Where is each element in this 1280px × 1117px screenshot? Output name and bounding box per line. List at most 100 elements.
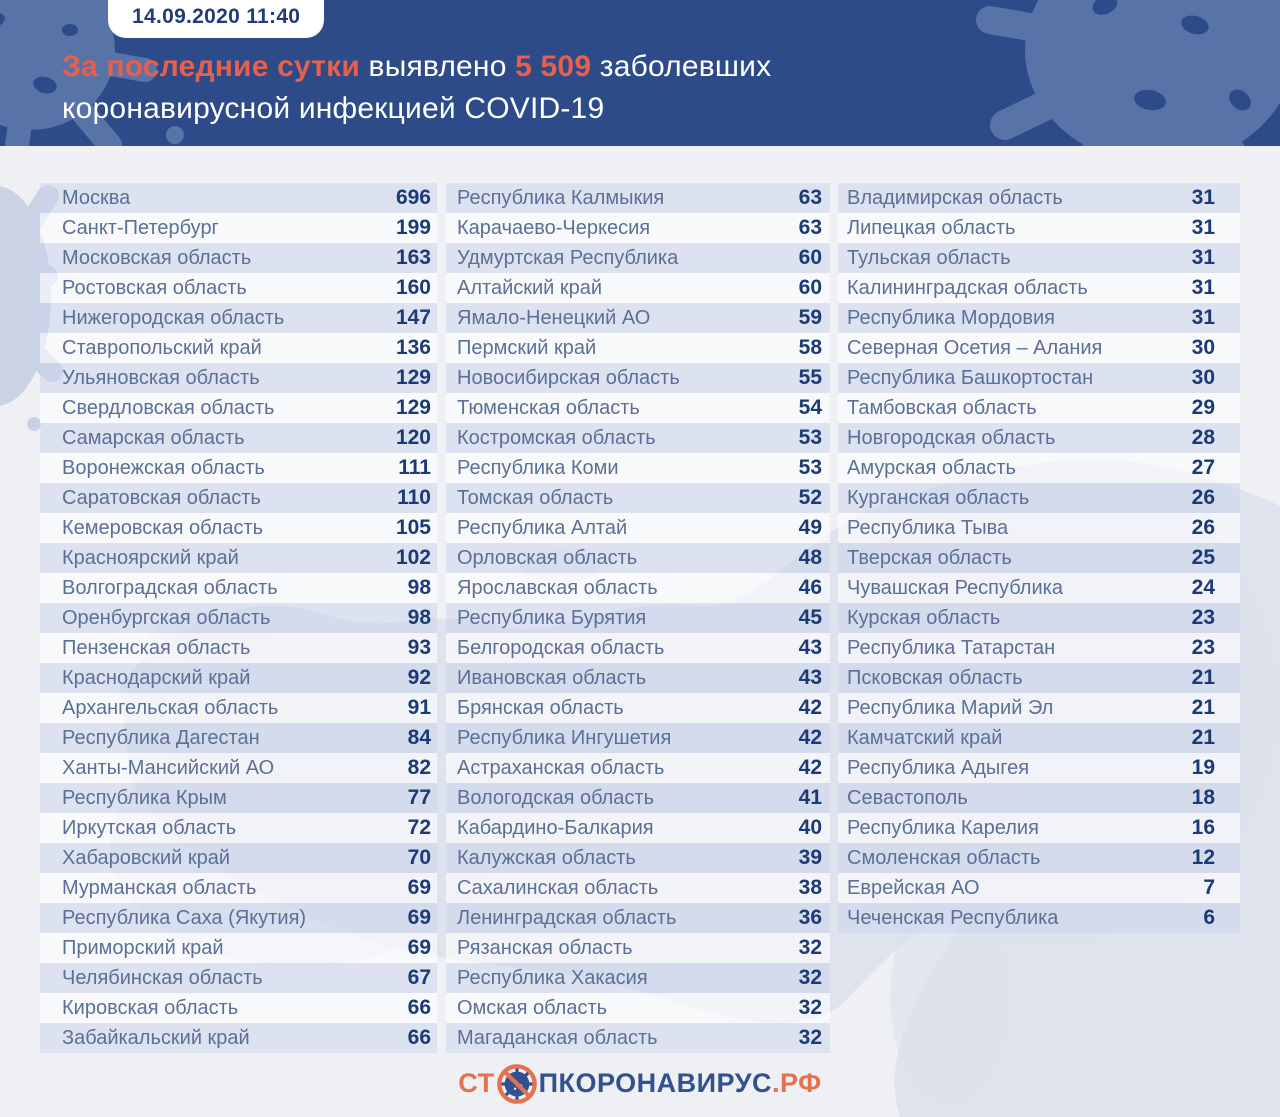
region-name: Республика Хакасия <box>457 966 648 989</box>
splat-blob-left-icon <box>0 185 63 431</box>
stopcoronavirus-logo: СТ ПКОРОНАВИ <box>458 1062 821 1104</box>
region-name: Республика Татарстан <box>847 636 1056 659</box>
table-row: Ростовская область 160 <box>40 273 437 303</box>
table-row: Хабаровский край 70 <box>40 843 437 873</box>
region-name: Москва <box>62 186 131 209</box>
region-value: 40 <box>798 816 822 839</box>
region-name: Краснодарский край <box>62 666 251 689</box>
region-name: Республика Марий Эл <box>847 696 1054 719</box>
region-value: 63 <box>798 216 822 239</box>
table-row: Калининградская область 31 <box>838 273 1240 303</box>
region-value: 32 <box>798 966 822 989</box>
logo-suffix: .РФ <box>772 1067 822 1098</box>
table-row: Челябинская область 67 <box>40 963 437 993</box>
table-row: Удмуртская Республика 60 <box>446 243 830 273</box>
table-row: Республика Дагестан 84 <box>40 723 437 753</box>
region-name: Забайкальский край <box>62 1026 250 1049</box>
table-row: Магаданская область 32 <box>446 1023 830 1053</box>
region-value: 45 <box>798 606 822 629</box>
table-row: Краснодарский край 92 <box>40 663 437 693</box>
table-row: Москва 696 <box>40 183 437 213</box>
table-row: Республика Коми 53 <box>446 453 830 483</box>
region-value: 41 <box>798 786 822 809</box>
table-row: Республика Адыгея 19 <box>838 753 1240 783</box>
region-value: 98 <box>407 576 431 599</box>
title-line-1: За последние сутки выявлено 5 509 заболе… <box>62 46 771 88</box>
region-value: 69 <box>407 936 431 959</box>
region-value: 31 <box>1191 306 1215 329</box>
region-value: 25 <box>1191 546 1215 569</box>
region-value: 147 <box>395 306 431 329</box>
region-name: Республика Мордовия <box>847 306 1055 329</box>
region-name: Омская область <box>457 996 608 1019</box>
table-row: Еврейская АО 7 <box>838 873 1240 903</box>
region-value: 29 <box>1191 396 1215 419</box>
region-name: Хабаровский край <box>62 846 231 869</box>
table-row: Приморский край 69 <box>40 933 437 963</box>
region-value: 91 <box>407 696 431 719</box>
title-text-2: заболевших <box>591 50 772 83</box>
table-row: Кировская область 66 <box>40 993 437 1023</box>
table-row: Волгоградская область 98 <box>40 573 437 603</box>
region-name: Свердловская область <box>62 396 275 419</box>
table-row: Амурская область 27 <box>838 453 1240 483</box>
table-row: Самарская область 120 <box>40 423 437 453</box>
region-name: Севастополь <box>847 786 968 809</box>
region-value: 111 <box>398 456 431 479</box>
table-row: Мурманская область 69 <box>40 873 437 903</box>
region-value: 53 <box>798 426 822 449</box>
region-value: 21 <box>1191 696 1215 719</box>
region-value: 42 <box>798 756 822 779</box>
title-text-1: выявлено <box>360 50 516 83</box>
region-name: Тамбовская область <box>847 396 1037 419</box>
table-row: Новосибирская область 55 <box>446 363 830 393</box>
table-row: Республика Марий Эл 21 <box>838 693 1240 723</box>
table-row: Курганская область 26 <box>838 483 1240 513</box>
region-name: Республика Крым <box>62 786 227 809</box>
region-value: 31 <box>1191 186 1215 209</box>
region-value: 67 <box>407 966 431 989</box>
region-value: 70 <box>407 846 431 869</box>
region-value: 30 <box>1191 336 1215 359</box>
region-name: Тюменская область <box>457 396 640 419</box>
table-row: Республика Калмыкия 63 <box>446 183 830 213</box>
table-row: Новгородская область 28 <box>838 423 1240 453</box>
table-row: Костромская область 53 <box>446 423 830 453</box>
region-value: 43 <box>798 636 822 659</box>
region-value: 58 <box>798 336 822 359</box>
table-row: Ярославская область 46 <box>446 573 830 603</box>
region-name: Кабардино-Балкария <box>457 816 654 839</box>
region-value: 84 <box>407 726 431 749</box>
table-row: Забайкальский край 66 <box>40 1023 437 1053</box>
region-name: Белгородская область <box>457 636 665 659</box>
table-row: Карачаево-Черкесия 63 <box>446 213 830 243</box>
region-name: Республика Коми <box>457 456 619 479</box>
table-row: Ивановская область 43 <box>446 663 830 693</box>
region-value: 93 <box>407 636 431 659</box>
table-row: Республика Бурятия 45 <box>446 603 830 633</box>
region-value: 31 <box>1191 246 1215 269</box>
region-name: Калининградская область <box>847 276 1088 299</box>
region-name: Московская область <box>62 246 252 269</box>
region-value: 199 <box>395 216 431 239</box>
region-value: 48 <box>798 546 822 569</box>
region-name: Удмуртская Республика <box>457 246 679 269</box>
table-row: Рязанская область 32 <box>446 933 830 963</box>
table-row: Республика Карелия 16 <box>838 813 1240 843</box>
region-value: 27 <box>1191 456 1215 479</box>
table-row: Республика Мордовия 31 <box>838 303 1240 333</box>
virus-blob-right-icon <box>976 0 1280 146</box>
table-row: Смоленская область 12 <box>838 843 1240 873</box>
table-row: Камчатский край 21 <box>838 723 1240 753</box>
table-row: Республика Татарстан 23 <box>838 633 1240 663</box>
region-name: Республика Саха (Якутия) <box>62 906 307 929</box>
region-name: Республика Башкортостан <box>847 366 1094 389</box>
region-value: 110 <box>397 486 431 509</box>
region-name: Республика Карелия <box>847 816 1039 839</box>
region-name: Самарская область <box>62 426 245 449</box>
region-name: Карачаево-Черкесия <box>457 216 651 239</box>
region-name: Оренбургская область <box>62 606 271 629</box>
table-row: Московская область 163 <box>40 243 437 273</box>
region-value: 66 <box>407 996 431 1019</box>
region-value: 19 <box>1191 756 1215 779</box>
